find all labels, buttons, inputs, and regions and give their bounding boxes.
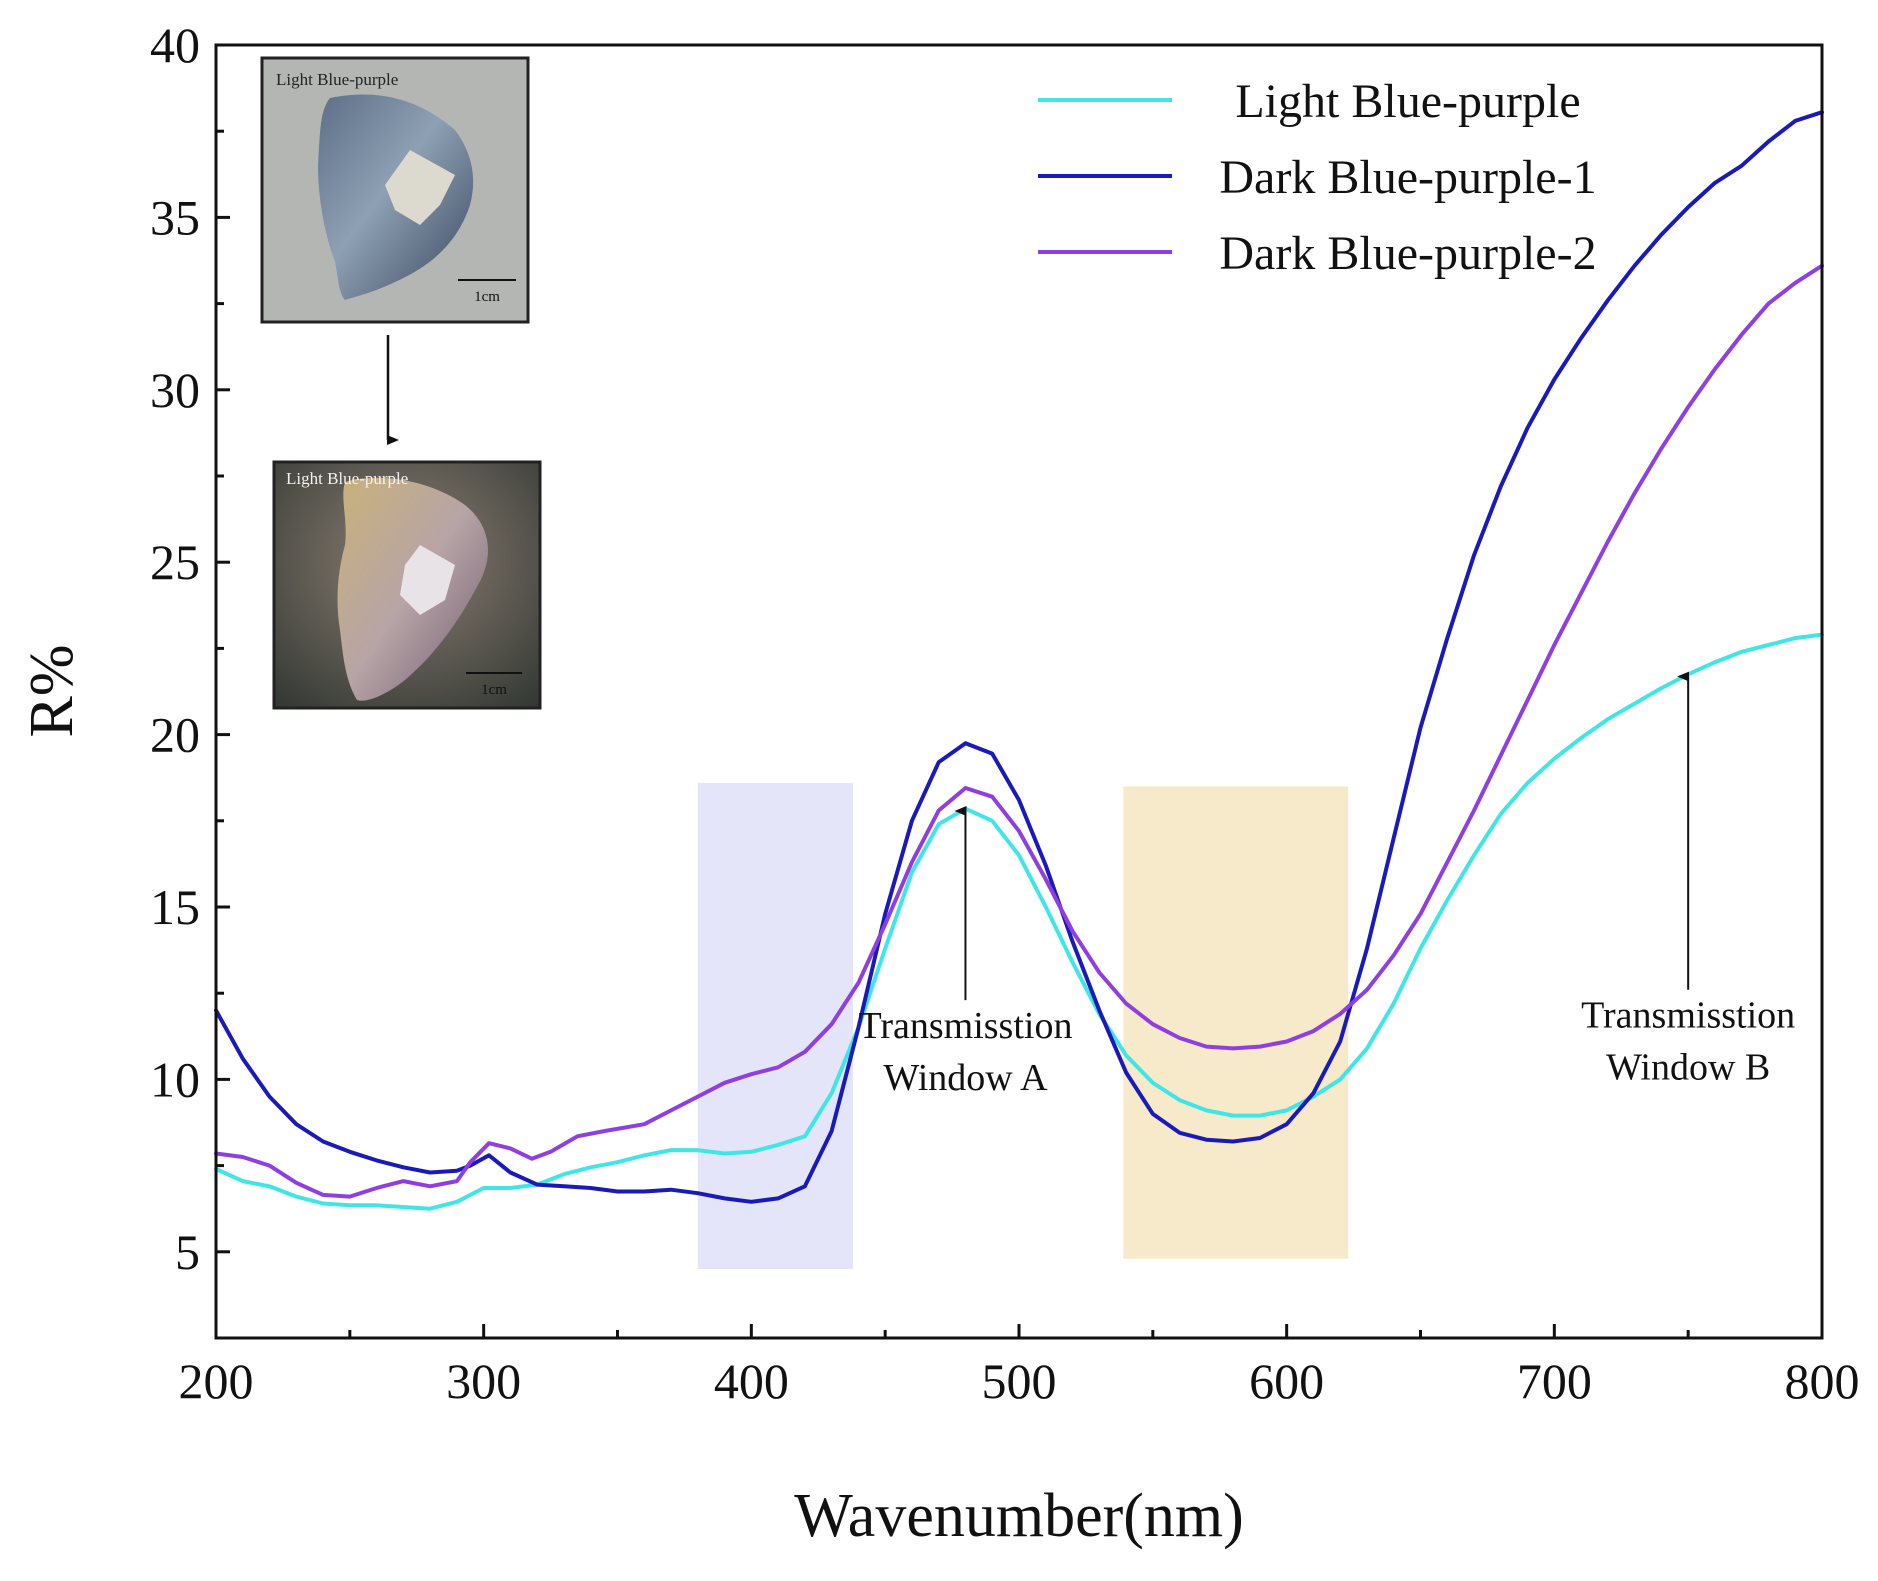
y-axis-title: R% — [18, 645, 86, 738]
y-tick-label: 25 — [150, 534, 200, 590]
y-tick-label: 15 — [150, 879, 200, 935]
annotations: Transmisstion Window A Transmisstion Window… — [858, 671, 1795, 1099]
legend-label-1: Light Blue-purple — [1235, 75, 1580, 128]
rock-highlight — [385, 150, 455, 225]
scale-label: 1cm — [481, 682, 507, 698]
legend-label-2: Dark Blue-purple-1 — [1219, 151, 1596, 204]
plot-frame — [214, 43, 1824, 1340]
x-tick-label: 500 — [982, 1353, 1057, 1409]
y-tick-label: 40 — [150, 17, 200, 73]
rock-highlight — [400, 545, 455, 615]
x-tick-label: 600 — [1249, 1353, 1324, 1409]
inset-photo-2: Light Blue-purple 1cm — [272, 460, 542, 710]
legend: Light Blue-purple Dark Blue-purple-1 Dark … — [1038, 75, 1597, 280]
x-axis-title: Wavenumber(nm) — [794, 1482, 1244, 1550]
inset-photo-1: Light Blue-purple 1cm — [260, 56, 530, 324]
scale-label: 1cm — [474, 289, 500, 305]
window-b-label: Window B — [1606, 1047, 1770, 1089]
series-line-2 — [214, 110, 1824, 1204]
y-tick-label: 35 — [150, 189, 200, 245]
x-tick-label: 700 — [1517, 1353, 1592, 1409]
legend-label-3: Dark Blue-purple-2 — [1219, 227, 1596, 280]
tick-labels: 200 300 400 500 600 700 800 5 10 15 20 25 30 35 40 — [150, 17, 1860, 1409]
y-tick-label: 20 — [150, 707, 200, 763]
series-line-1 — [214, 632, 1824, 1211]
y-tick-label: 30 — [150, 362, 200, 418]
x-tick-label: 300 — [446, 1353, 521, 1409]
y-tick-label: 5 — [175, 1224, 200, 1280]
photo-label: Light Blue-purple — [286, 469, 408, 488]
x-tick-label: 200 — [179, 1353, 254, 1409]
x-tick-label: 400 — [714, 1353, 789, 1409]
series-lines — [214, 110, 1824, 1211]
x-tick-label: 800 — [1785, 1353, 1860, 1409]
y-tick-label: 10 — [150, 1051, 200, 1107]
window-a-label: Transmisstion — [858, 1005, 1072, 1047]
window-a-label: Window A — [883, 1057, 1048, 1099]
window-b-label: Transmisstion — [1581, 995, 1795, 1037]
highlight-band-2 — [1123, 786, 1349, 1259]
series-line-3 — [214, 263, 1824, 1199]
photo-label: Light Blue-purple — [276, 70, 398, 89]
